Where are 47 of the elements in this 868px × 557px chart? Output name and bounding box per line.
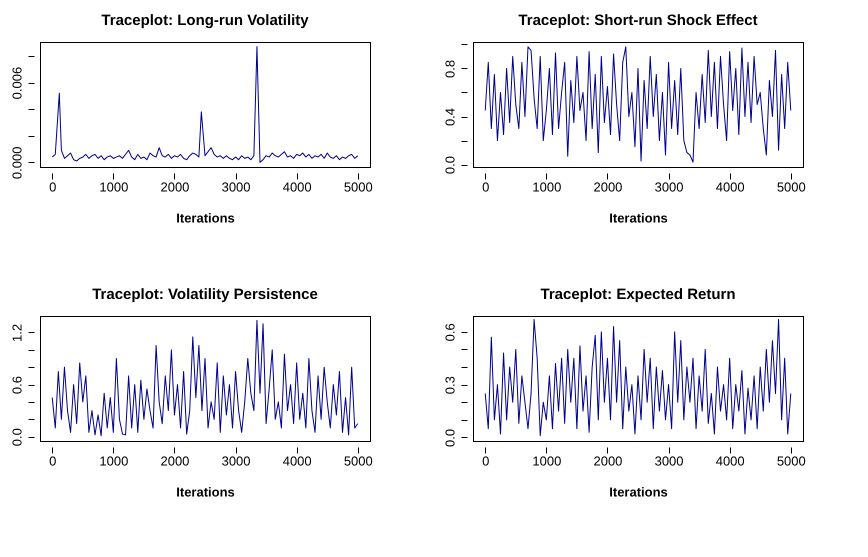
x-tick-label: 3000 bbox=[222, 180, 251, 194]
x-tick-label: 1000 bbox=[99, 454, 128, 468]
y-tick-label: 1.2 bbox=[10, 324, 24, 342]
x-tick-label: 4000 bbox=[716, 180, 745, 194]
y-tick-label: 0.6 bbox=[442, 323, 458, 342]
x-axis-title: Iterations bbox=[176, 210, 235, 226]
x-tick-label: 2000 bbox=[160, 454, 190, 468]
chart-title: Traceplot: Long-run Volatility bbox=[101, 12, 310, 29]
x-tick-label: 0 bbox=[49, 180, 56, 194]
chart-title: Traceplot: Volatility Persistence bbox=[92, 286, 318, 303]
x-axis-title: Iterations bbox=[176, 484, 235, 500]
y-tick-label: 0.8 bbox=[442, 60, 458, 78]
y-tick-label: 0.0 bbox=[442, 156, 458, 174]
y-tick-label: 0.0 bbox=[442, 428, 458, 448]
line-series bbox=[52, 46, 358, 163]
x-tick-label: 4000 bbox=[716, 454, 745, 468]
y-tick-label: 0.3 bbox=[442, 376, 458, 394]
x-tick-label: 3000 bbox=[222, 454, 251, 468]
line-series bbox=[52, 320, 358, 436]
y-tick-label: 0.0 bbox=[10, 428, 24, 446]
x-axis-title: Iterations bbox=[609, 484, 668, 500]
x-tick-label: 2000 bbox=[593, 454, 622, 468]
x-tick-label: 2000 bbox=[160, 180, 190, 194]
y-tick-label: 0.006 bbox=[10, 66, 24, 100]
x-tick-label: 1000 bbox=[532, 180, 562, 194]
chart-title: Traceplot: Expected Return bbox=[540, 286, 736, 303]
y-tick-label: 0.4 bbox=[442, 108, 458, 126]
chart-title: Traceplot: Short-run Shock Effect bbox=[518, 12, 758, 29]
x-tick-label: 1000 bbox=[99, 180, 128, 194]
x-tick-label: 1000 bbox=[532, 454, 562, 468]
x-tick-label: 2000 bbox=[593, 180, 622, 194]
x-tick-label: 5000 bbox=[776, 180, 806, 194]
x-tick-label: 4000 bbox=[282, 180, 312, 194]
line-series bbox=[484, 46, 792, 163]
x-tick-label: 5000 bbox=[344, 454, 373, 468]
y-tick-label: 0.6 bbox=[10, 376, 24, 394]
line-series bbox=[484, 319, 792, 436]
x-tick-label: 5000 bbox=[344, 180, 373, 194]
x-tick-label: 0 bbox=[482, 180, 490, 194]
x-tick-label: 5000 bbox=[776, 454, 806, 468]
x-tick-label: 3000 bbox=[654, 180, 684, 194]
y-tick-label: 0.000 bbox=[10, 146, 24, 180]
x-tick-label: 3000 bbox=[654, 454, 684, 468]
x-axis-title: Iterations bbox=[609, 210, 668, 226]
x-tick-label: 0 bbox=[482, 454, 490, 468]
x-tick-label: 0 bbox=[49, 454, 56, 468]
x-tick-label: 4000 bbox=[282, 454, 312, 468]
